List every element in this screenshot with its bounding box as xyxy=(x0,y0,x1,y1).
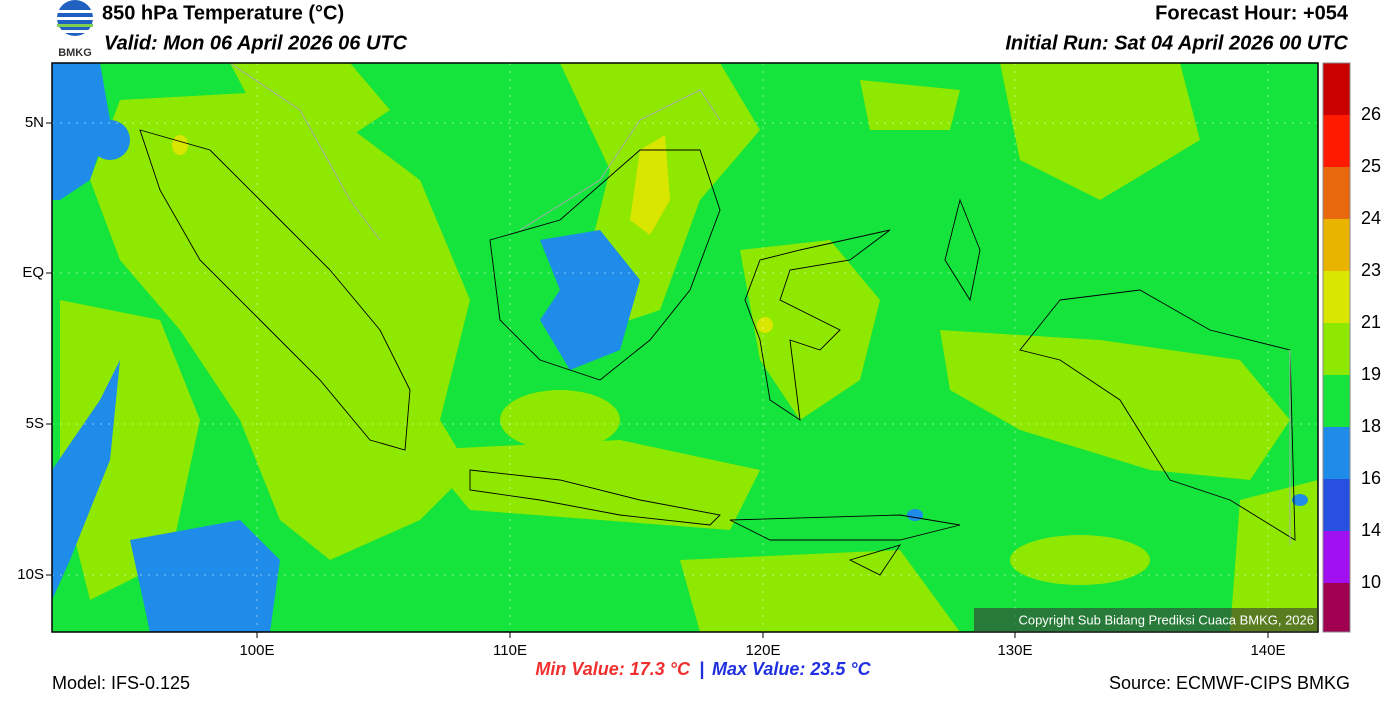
lon-label: 120E xyxy=(745,642,780,659)
lon-label: 110E xyxy=(493,642,527,659)
lat-label: 10S xyxy=(17,566,44,583)
lat-label: 5N xyxy=(25,114,44,131)
source: Source: ECMWF-CIPS BMKG xyxy=(1109,673,1350,693)
colorbar-label: 25 xyxy=(1361,156,1381,176)
colorbar-segment xyxy=(1323,375,1350,427)
colorbar-label: 26 xyxy=(1361,104,1381,124)
lat-label: 5S xyxy=(26,415,44,432)
colorbar-label: 18 xyxy=(1361,416,1381,436)
min-value: Min Value: 17.3 °C xyxy=(535,659,691,679)
initial-run: Initial Run: Sat 04 April 2026 00 UTC xyxy=(1005,32,1348,54)
colorbar-label: 21 xyxy=(1361,312,1381,332)
colorbar-label: 14 xyxy=(1361,520,1381,540)
colorbar-segment xyxy=(1323,271,1350,323)
lon-label: 130E xyxy=(997,642,1032,659)
lat-label: EQ xyxy=(22,264,44,281)
valid-time: Valid: Mon 06 April 2026 06 UTC xyxy=(104,32,408,54)
colorbar-segment xyxy=(1323,323,1350,375)
colorbar-segment xyxy=(1323,583,1350,632)
colorbar-label: 23 xyxy=(1361,260,1381,280)
colorbar-label: 16 xyxy=(1361,468,1381,488)
model: Model: IFS-0.125 xyxy=(52,673,190,693)
lon-label: 100E xyxy=(239,642,274,659)
colorbar-segment xyxy=(1323,219,1350,271)
max-value: Max Value: 23.5 °C xyxy=(712,659,872,679)
colorbar-segment xyxy=(1323,167,1350,219)
forecast-hour: Forecast Hour: +054 xyxy=(1155,2,1349,24)
colorbar-label: 19 xyxy=(1361,364,1381,384)
colorbar-segment xyxy=(1323,115,1350,167)
colorbar-frame xyxy=(1322,62,1351,633)
copyright-box xyxy=(974,608,1318,632)
colorbar-label: 10 xyxy=(1361,572,1381,592)
colorbar-segment xyxy=(1323,479,1350,531)
lon-label: 140E xyxy=(1250,642,1285,659)
colorbar-segment xyxy=(1323,63,1350,115)
map-field xyxy=(52,63,1318,632)
copyright: Copyright Sub Bidang Prediksi Cuaca BMKG… xyxy=(1018,612,1314,627)
title: 850 hPa Temperature (°C) xyxy=(102,2,344,24)
logo-text: BMKG xyxy=(58,47,92,59)
map-frame xyxy=(51,62,1319,633)
colorbar-segment xyxy=(1323,531,1350,583)
colorbar-label: 24 xyxy=(1361,208,1381,228)
separator: | xyxy=(699,659,704,679)
logo: BMKG xyxy=(57,0,93,59)
colorbar-segment xyxy=(1323,427,1350,479)
